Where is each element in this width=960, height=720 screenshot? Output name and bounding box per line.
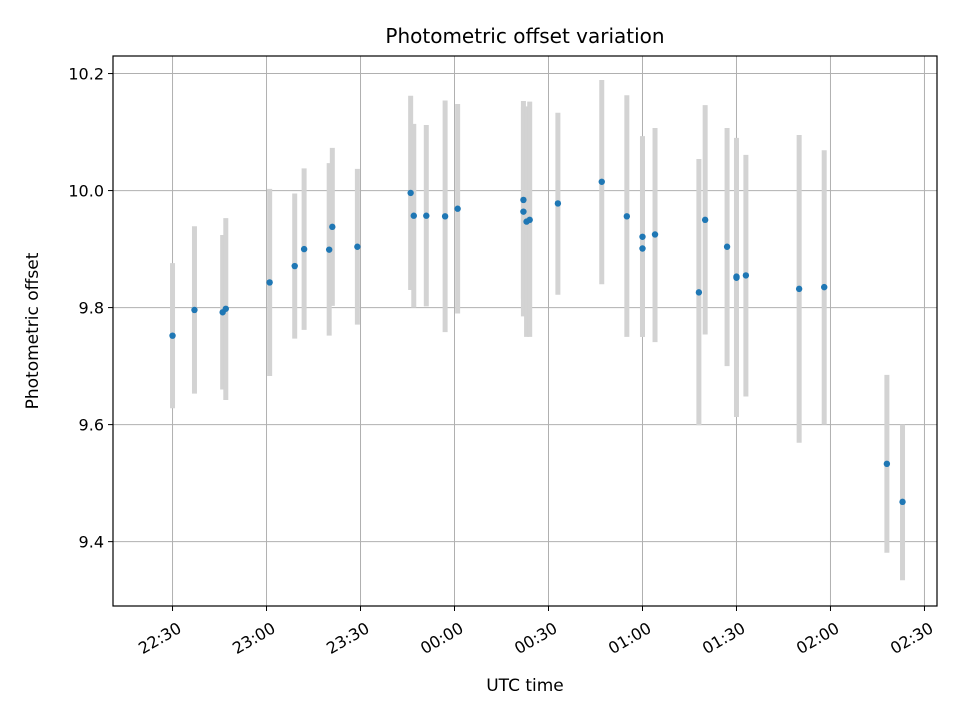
plot-frame [112,55,938,607]
data-point [266,279,273,286]
data-point [222,305,229,312]
chart-title: Photometric offset variation [385,24,664,48]
data-point [441,213,449,220]
data-point [899,498,906,506]
y-tick-label: 10.0 [68,182,104,201]
y-tick-label: 10.2 [68,65,104,84]
data-point [354,243,361,250]
data-point [598,178,605,185]
y-tick-label: 9.6 [79,416,104,435]
data-point [554,200,562,207]
y-axis-label: Photometric offset [23,252,43,409]
data-point [169,332,176,339]
data-point [454,205,461,212]
data-point [407,189,414,197]
data-point [733,273,740,280]
data-point [325,246,333,253]
data-point [526,216,533,224]
x-axis-label: UTC time [486,676,564,696]
data-point [723,243,731,250]
data-point [623,213,631,220]
data-point [651,231,659,238]
data-point [639,245,646,252]
data-point [639,233,646,240]
y-tick-label: 9.8 [79,299,104,318]
data-point [821,283,828,291]
data-point [795,285,803,293]
data-point [742,272,750,279]
data-point [191,306,198,314]
y-tick-label: 9.4 [79,533,104,552]
data-point [520,196,527,204]
data-point [883,460,891,468]
data-point [291,262,298,270]
data-point [423,212,430,219]
data-point [329,223,336,231]
data-points [169,178,906,506]
data-point [701,216,709,224]
data-point [695,289,703,296]
data-point [410,212,417,219]
data-point [520,208,527,215]
data-point [300,245,308,253]
y-axis: 9.4 9.6 9.8 10.0 10.2 [68,65,113,552]
